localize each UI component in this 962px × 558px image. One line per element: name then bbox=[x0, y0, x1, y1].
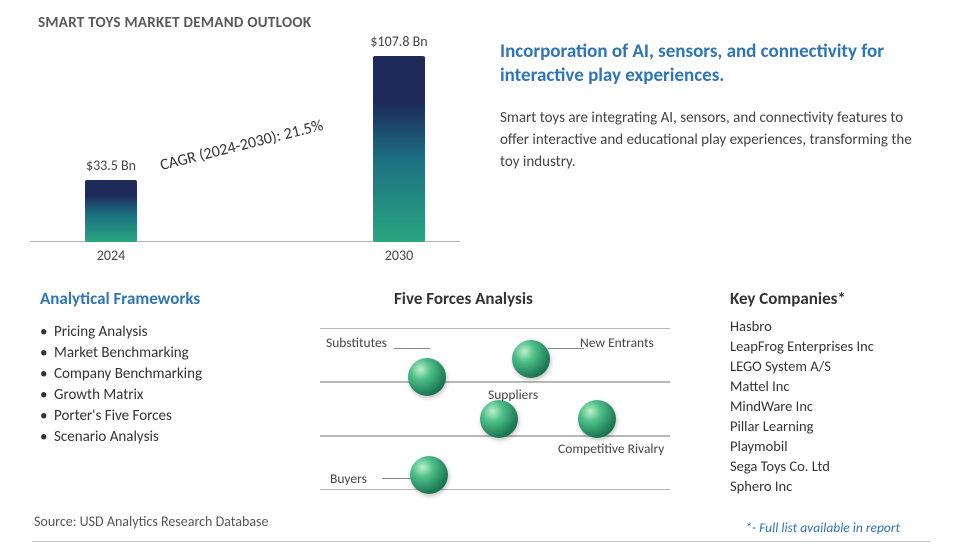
headline: Incorporation of AI, sensors, and connec… bbox=[500, 40, 930, 88]
frameworks-item: Porter's Five Forces bbox=[40, 407, 202, 425]
chart-bar-value: $33.5 Bn bbox=[51, 157, 171, 174]
five-forces-label: Competitive Rivalry bbox=[558, 440, 664, 457]
body-copy: Smart toys are integrating AI, sensors, … bbox=[500, 108, 930, 173]
five-forces-label: New Entrants bbox=[580, 334, 654, 351]
five-forces-diagram: Substitutes New Entrants Suppliers Competit… bbox=[290, 318, 700, 508]
five-forces-sphere bbox=[480, 400, 518, 438]
chart-bar bbox=[85, 180, 137, 242]
five-forces-label: Buyers bbox=[330, 470, 367, 487]
company-item: LEGO System A/S bbox=[730, 356, 874, 376]
five-forces-heading: Five Forces Analysis bbox=[394, 288, 533, 309]
frameworks-item: Growth Matrix bbox=[40, 386, 202, 404]
five-forces-sphere bbox=[578, 400, 616, 438]
five-forces-sphere bbox=[408, 358, 446, 396]
five-forces-label: Substitutes bbox=[326, 334, 387, 351]
leader-line bbox=[548, 348, 576, 349]
companies-heading: Key Companies* bbox=[730, 288, 846, 309]
five-forces-sphere bbox=[512, 340, 550, 378]
five-forces-sphere bbox=[410, 456, 448, 494]
company-item: Playmobil bbox=[730, 436, 874, 456]
source-text: Source: USD Analytics Research Database bbox=[34, 513, 268, 530]
company-item: LeapFrog Enterprises Inc bbox=[730, 336, 874, 356]
leader-line bbox=[382, 478, 412, 479]
footnote-text: *- Full list available in report bbox=[745, 519, 900, 536]
bar-chart: $33.5 Bn$107.8 Bn CAGR (2024-2030): 21.5… bbox=[30, 40, 480, 270]
company-item: Hasbro bbox=[730, 316, 874, 336]
page-title: SMART TOYS MARKET DEMAND OUTLOOK bbox=[38, 14, 311, 32]
company-item: MindWare Inc bbox=[730, 396, 874, 416]
company-item: Sega Toys Co. Ltd bbox=[730, 456, 874, 476]
frameworks-item: Pricing Analysis bbox=[40, 323, 202, 341]
footer-divider bbox=[32, 541, 930, 542]
company-item: Pillar Learning bbox=[730, 416, 874, 436]
chart-xlabel: 2030 bbox=[359, 247, 439, 264]
frameworks-item: Company Benchmarking bbox=[40, 365, 202, 383]
chart-bar-value: $107.8 Bn bbox=[339, 33, 459, 50]
five-forces-label: Suppliers bbox=[488, 386, 538, 403]
frameworks-item: Market Benchmarking bbox=[40, 344, 202, 362]
chart-xlabel: 2024 bbox=[71, 247, 151, 264]
leader-line bbox=[394, 348, 422, 349]
company-item: Mattel Inc bbox=[730, 376, 874, 396]
frameworks-list: Pricing Analysis Market Benchmarking Compa… bbox=[40, 320, 202, 449]
frameworks-heading: Analytical Frameworks bbox=[40, 288, 200, 309]
company-item: Sphero Inc bbox=[730, 476, 874, 496]
companies-list: HasbroLeapFrog Enterprises IncLEGO Syste… bbox=[730, 316, 874, 496]
frameworks-item: Scenario Analysis bbox=[40, 428, 202, 446]
chart-bar bbox=[373, 56, 425, 242]
